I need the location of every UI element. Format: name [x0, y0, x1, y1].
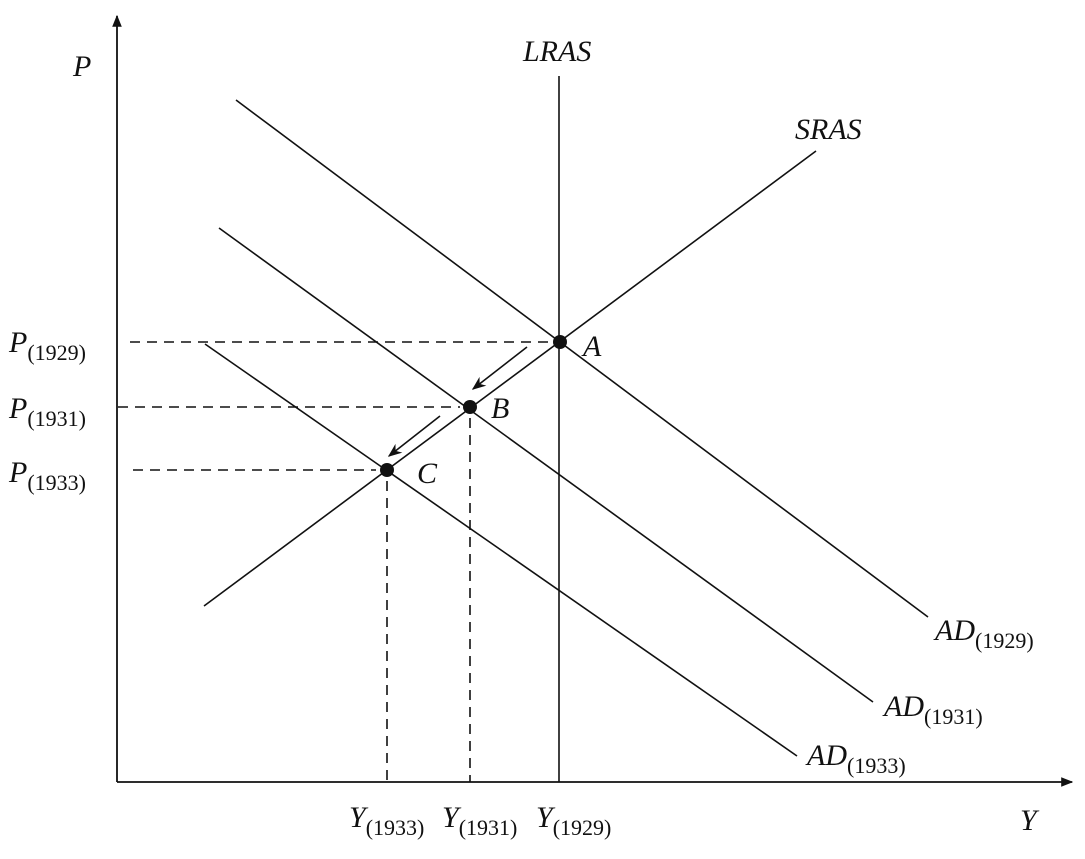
y-1933-label-main: Y — [349, 801, 369, 834]
y-1929-label: Y(1929) — [536, 801, 611, 840]
y-1929-label-sub: (1929) — [553, 815, 612, 840]
p-1933-label-sub: (1933) — [27, 470, 86, 495]
p-1931-label: P(1931) — [8, 392, 86, 431]
ad-1933-label-sub: (1933) — [847, 753, 906, 778]
arrow-b-to-c — [387, 415, 441, 457]
p-1929-label-sub: (1929) — [27, 340, 86, 365]
y-1929-label-main: Y — [536, 801, 556, 834]
ad-1931-label: AD(1931) — [882, 690, 983, 729]
y-1931-label: Y(1931) — [442, 801, 517, 840]
point-a-label: A — [581, 330, 602, 363]
sras-curve — [203, 150, 817, 607]
ad-1933-label: AD(1933) — [805, 739, 906, 778]
point-a-dot — [553, 335, 567, 349]
lras-label: LRAS — [522, 35, 591, 68]
ad-1929-curve — [235, 99, 929, 618]
ad-1929-label-sub: (1929) — [975, 628, 1034, 653]
point-c-label: C — [417, 457, 438, 490]
ad-1933-label-main: AD — [805, 739, 847, 772]
y-1931-label-sub: (1931) — [459, 815, 518, 840]
ad-1929-label-main: AD — [933, 614, 975, 647]
p-1929-label: P(1929) — [8, 326, 86, 365]
p-1933-label: P(1933) — [8, 456, 86, 495]
y-1931-label-main: Y — [442, 801, 462, 834]
p-1931-label-main: P — [8, 392, 27, 425]
ad-1931-label-main: AD — [882, 690, 924, 723]
y-1933-label: Y(1933) — [349, 801, 424, 840]
point-b-dot — [463, 400, 477, 414]
point-b-label: B — [491, 392, 509, 425]
y-1933-label-sub: (1933) — [366, 815, 425, 840]
ad-1931-curve — [218, 227, 874, 703]
point-c-dot — [380, 463, 394, 477]
p-1931-label-sub: (1931) — [27, 406, 86, 431]
sras-label: SRAS — [795, 113, 862, 146]
x-axis-label: Y — [1020, 804, 1040, 837]
p-1929-label-main: P — [8, 326, 27, 359]
y-axis-label: P — [72, 50, 91, 83]
ad-1929-label: AD(1929) — [933, 614, 1034, 653]
arrow-a-to-b — [471, 346, 528, 390]
ad-1933-curve — [204, 343, 798, 757]
p-1933-label-main: P — [8, 456, 27, 489]
ad-1931-label-sub: (1931) — [924, 704, 983, 729]
